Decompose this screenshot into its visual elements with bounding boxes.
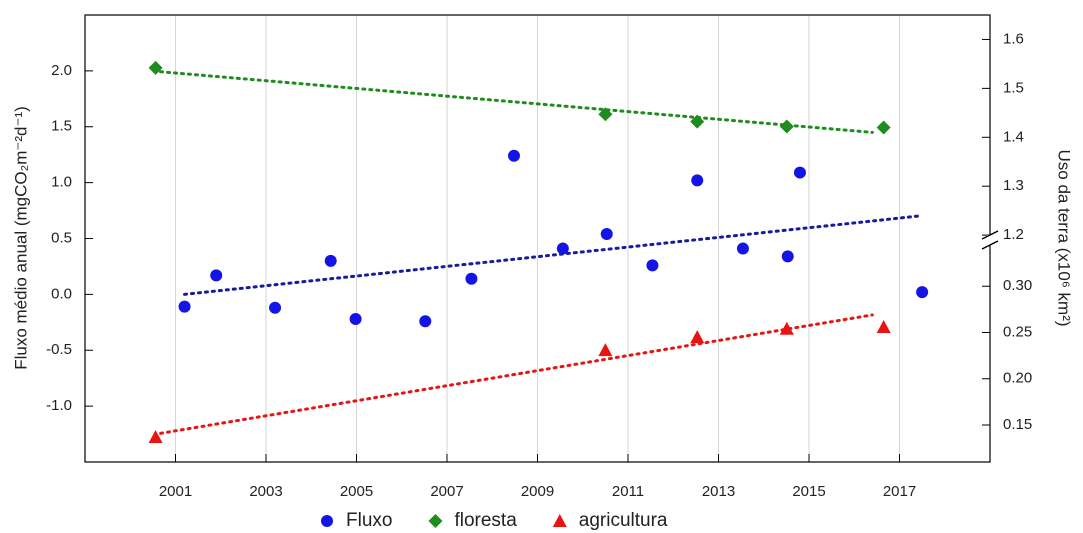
point bbox=[691, 174, 704, 187]
legend-label: agricultura bbox=[579, 510, 668, 531]
point bbox=[876, 120, 891, 135]
x-tick-label: 2001 bbox=[159, 483, 192, 500]
point bbox=[210, 269, 223, 282]
y2-tick-label: 1.5 bbox=[1003, 79, 1024, 96]
point bbox=[349, 312, 362, 325]
point bbox=[465, 272, 478, 285]
y2-tick-label: 0.20 bbox=[1003, 370, 1032, 387]
point bbox=[793, 166, 806, 179]
point bbox=[598, 343, 613, 357]
y2-tick-label: 1.2 bbox=[1003, 226, 1024, 243]
y2-tick-label: 1.6 bbox=[1003, 30, 1024, 47]
legend-label: Fluxo bbox=[346, 510, 392, 531]
x-tick-label: 2015 bbox=[792, 483, 825, 500]
point bbox=[178, 300, 191, 313]
legend-marker bbox=[321, 515, 333, 527]
y-tick-label: -1.0 bbox=[46, 397, 72, 414]
point bbox=[324, 254, 337, 267]
y2-axis-title: Uso da terra (x10⁶ km²) bbox=[1055, 149, 1074, 326]
point bbox=[646, 259, 659, 272]
point bbox=[507, 149, 520, 162]
x-tick-label: 2009 bbox=[521, 483, 554, 500]
point bbox=[876, 319, 891, 333]
trend-line bbox=[183, 214, 920, 296]
axis-break bbox=[981, 230, 999, 240]
y-tick-label: 1.0 bbox=[51, 174, 72, 191]
y2-tick-label: 0.30 bbox=[1003, 277, 1032, 294]
y-tick-label: 0.5 bbox=[51, 229, 72, 246]
x-tick-label: 2013 bbox=[702, 483, 735, 500]
y2-tick-label: 1.3 bbox=[1003, 177, 1024, 194]
y-tick-label: 1.5 bbox=[51, 118, 72, 135]
point bbox=[269, 301, 282, 314]
point bbox=[690, 114, 705, 129]
point bbox=[781, 250, 794, 263]
axis-break bbox=[981, 240, 999, 250]
axis-break-gap bbox=[987, 235, 993, 245]
trend-line bbox=[159, 70, 874, 134]
y-axis-title: Fluxo médio anual (mgCO₂m⁻²d⁻¹) bbox=[11, 106, 30, 370]
y2-tick-label: 1.4 bbox=[1003, 128, 1024, 145]
point bbox=[148, 60, 163, 75]
y-tick-label: 0.0 bbox=[51, 285, 72, 302]
point bbox=[419, 315, 432, 328]
point bbox=[598, 107, 613, 122]
y2-tick-label: 0.25 bbox=[1003, 323, 1032, 340]
point bbox=[600, 228, 613, 241]
y2-tick-label: 0.15 bbox=[1003, 416, 1032, 433]
legend-marker bbox=[428, 514, 443, 528]
y-tick-label: -0.5 bbox=[46, 341, 72, 358]
y-tick-label: 2.0 bbox=[51, 62, 72, 79]
point bbox=[690, 330, 705, 344]
point bbox=[779, 321, 794, 335]
legend-label: floresta bbox=[454, 510, 517, 531]
x-tick-label: 2005 bbox=[340, 483, 373, 500]
point bbox=[779, 119, 794, 134]
point bbox=[916, 286, 929, 299]
legend-marker bbox=[552, 514, 567, 527]
point bbox=[736, 242, 749, 255]
x-tick-label: 2011 bbox=[612, 483, 644, 500]
point bbox=[148, 430, 163, 444]
x-tick-label: 2007 bbox=[430, 483, 463, 500]
x-tick-label: 2017 bbox=[883, 483, 916, 500]
point bbox=[556, 242, 569, 255]
trend-line bbox=[159, 313, 874, 435]
x-tick-label: 2003 bbox=[249, 483, 282, 500]
